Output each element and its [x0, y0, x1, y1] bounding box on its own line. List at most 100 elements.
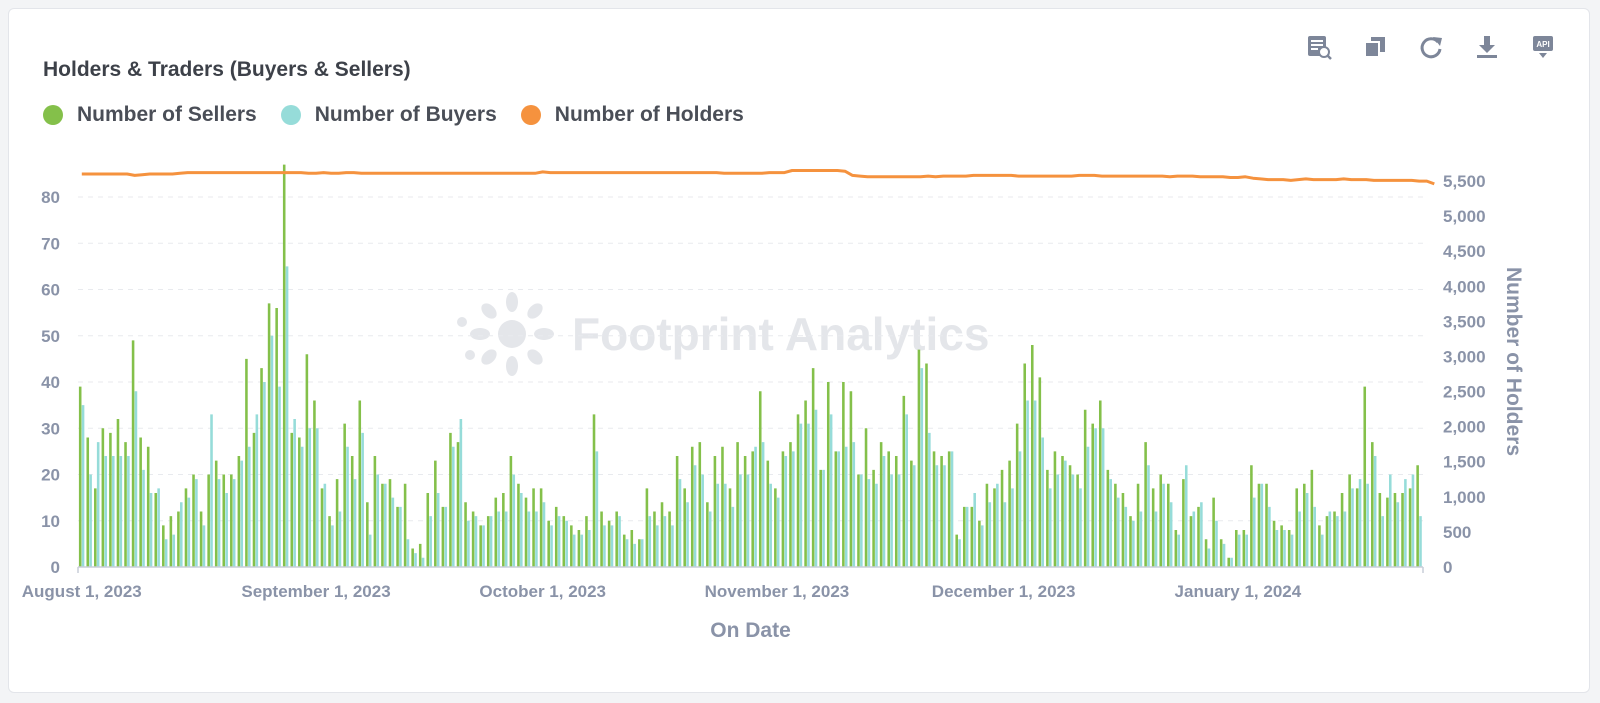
bar-buyers[interactable]: [731, 506, 735, 567]
line-holders[interactable]: [81, 169, 1435, 186]
bar-sellers[interactable]: [902, 395, 906, 567]
bar-sellers[interactable]: [486, 516, 490, 567]
bar-buyers[interactable]: [482, 525, 485, 567]
bar-sellers[interactable]: [1227, 557, 1231, 567]
bar-sellers[interactable]: [471, 511, 475, 568]
bar-sellers[interactable]: [169, 516, 173, 567]
bar-sellers[interactable]: [381, 483, 384, 567]
bar-buyers[interactable]: [406, 539, 410, 567]
bar-buyers[interactable]: [1388, 474, 1392, 568]
bar-sellers[interactable]: [252, 432, 256, 567]
bar-buyers[interactable]: [368, 534, 372, 567]
bar-sellers[interactable]: [328, 516, 331, 567]
bar-buyers[interactable]: [399, 506, 402, 567]
bar-sellers[interactable]: [1038, 377, 1042, 567]
bar-sellers[interactable]: [298, 437, 301, 568]
bar-buyers[interactable]: [822, 469, 825, 567]
bar-buyers[interactable]: [1207, 548, 1211, 568]
bar-sellers[interactable]: [1121, 493, 1125, 567]
bar-sellers[interactable]: [1333, 511, 1336, 568]
bar-buyers[interactable]: [210, 414, 213, 567]
bar-sellers[interactable]: [154, 493, 158, 567]
bar-sellers[interactable]: [683, 488, 686, 567]
bar-buyers[interactable]: [1290, 534, 1294, 567]
bar-sellers[interactable]: [894, 456, 898, 567]
bar-buyers[interactable]: [565, 520, 568, 567]
bar-buyers[interactable]: [588, 530, 591, 567]
bar-sellers[interactable]: [766, 460, 770, 567]
bar-buyers[interactable]: [278, 386, 281, 567]
bar-sellers[interactable]: [1197, 506, 1200, 567]
bar-sellers[interactable]: [1129, 516, 1132, 567]
bar-buyers[interactable]: [1033, 400, 1037, 568]
bar-buyers[interactable]: [255, 414, 259, 567]
bar-sellers[interactable]: [313, 400, 316, 568]
bar-buyers[interactable]: [361, 432, 364, 567]
bar-buyers[interactable]: [1411, 474, 1415, 568]
bar-buyers[interactable]: [459, 419, 463, 567]
bar-buyers[interactable]: [1358, 479, 1362, 567]
bar-buyers[interactable]: [807, 423, 810, 567]
bar-buyers[interactable]: [1101, 428, 1105, 567]
bar-buyers[interactable]: [1381, 516, 1385, 567]
bar-sellers[interactable]: [645, 488, 649, 567]
bar-buyers[interactable]: [686, 502, 689, 567]
bar-buyers[interactable]: [829, 414, 833, 567]
bar-sellers[interactable]: [993, 488, 996, 567]
bar-buyers[interactable]: [648, 516, 652, 567]
bar-sellers[interactable]: [1401, 493, 1404, 567]
bar-buyers[interactable]: [452, 446, 455, 567]
bar-sellers[interactable]: [600, 511, 603, 568]
bar-sellers[interactable]: [781, 451, 785, 567]
bar-buyers[interactable]: [81, 405, 85, 567]
bar-sellers[interactable]: [554, 506, 558, 567]
bar-buyers[interactable]: [384, 483, 387, 567]
bar-buyers[interactable]: [557, 516, 561, 567]
bar-buyers[interactable]: [595, 451, 599, 567]
bar-sellers[interactable]: [758, 391, 762, 567]
bar-sellers[interactable]: [373, 456, 377, 567]
bar-buyers[interactable]: [693, 465, 697, 567]
bar-sellers[interactable]: [796, 414, 800, 567]
bar-sellers[interactable]: [1008, 460, 1011, 567]
bar-buyers[interactable]: [663, 516, 667, 567]
bar-buyers[interactable]: [217, 479, 221, 567]
bar-buyers[interactable]: [580, 534, 584, 567]
bar-sellers[interactable]: [1378, 493, 1382, 567]
bar-sellers[interactable]: [1295, 488, 1299, 567]
bar-sellers[interactable]: [1023, 363, 1026, 568]
bar-sellers[interactable]: [1416, 465, 1419, 567]
bar-buyers[interactable]: [1086, 446, 1090, 567]
bar-buyers[interactable]: [180, 502, 183, 567]
bar-sellers[interactable]: [426, 493, 430, 567]
bar-sellers[interactable]: [1287, 530, 1291, 567]
bar-sellers[interactable]: [1250, 465, 1253, 567]
bar-sellers[interactable]: [199, 511, 203, 568]
bar-buyers[interactable]: [512, 474, 516, 568]
bar-buyers[interactable]: [950, 451, 954, 567]
bar-buyers[interactable]: [504, 511, 508, 568]
bar-sellers[interactable]: [653, 511, 656, 568]
bar-sellers[interactable]: [1159, 474, 1163, 568]
bar-sellers[interactable]: [834, 451, 838, 567]
bar-buyers[interactable]: [814, 409, 818, 567]
refresh-button[interactable]: [1413, 31, 1449, 63]
bar-buyers[interactable]: [1305, 493, 1309, 567]
bar-buyers[interactable]: [958, 539, 961, 567]
bar-sellers[interactable]: [237, 456, 241, 567]
bar-sellers[interactable]: [275, 308, 278, 567]
bar-buyers[interactable]: [142, 469, 145, 567]
bar-buyers[interactable]: [429, 516, 432, 567]
bar-buyers[interactable]: [792, 451, 795, 567]
bar-sellers[interactable]: [1098, 400, 1102, 568]
bar-buyers[interactable]: [610, 525, 614, 567]
bar-sellers[interactable]: [1046, 469, 1049, 567]
bar-sellers[interactable]: [570, 525, 573, 567]
bar-sellers[interactable]: [494, 497, 498, 567]
bar-buyers[interactable]: [134, 391, 138, 567]
bar-buyers[interactable]: [104, 456, 108, 567]
bar-sellers[interactable]: [320, 488, 324, 567]
bar-sellers[interactable]: [207, 474, 210, 568]
bar-buyers[interactable]: [1184, 465, 1188, 567]
bar-sellers[interactable]: [1091, 423, 1095, 567]
